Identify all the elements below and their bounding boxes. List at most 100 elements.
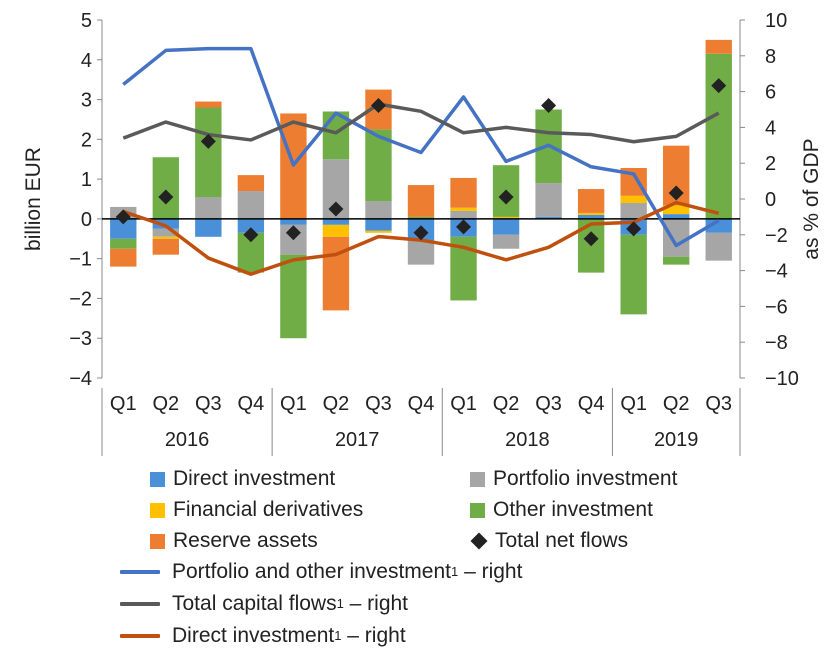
legend-label: Reserve assets <box>173 529 318 552</box>
quarter-label: Q4 <box>238 393 265 415</box>
legend-line-swatch <box>120 602 160 606</box>
legend-reserve-assets: Reserve assets <box>150 527 318 555</box>
right-tick-label: 6 <box>765 82 776 104</box>
line-portfolio-and-other-investment <box>122 46 720 248</box>
bar-reserve-assets <box>577 189 605 213</box>
bar-other-investment <box>407 216 435 219</box>
left-tick-label: −4 <box>69 368 92 390</box>
total-net-flow-marker <box>328 201 344 217</box>
chart: 543210−1−2−3−41086420−2−4−6−8−10billion … <box>22 10 823 456</box>
quarter-label: Q2 <box>493 393 520 415</box>
legend-direct-investment-line: Direct investment 1 – right <box>120 622 406 650</box>
bar-financial-derivatives <box>492 216 520 219</box>
legend-label: Total net flows <box>495 529 629 552</box>
right-tick-label: 0 <box>765 189 776 211</box>
bar-portfolio-investment <box>663 218 690 257</box>
total-net-flow-marker <box>668 185 684 201</box>
bar-direct-investment <box>577 214 605 219</box>
bar-financial-derivatives <box>365 230 392 233</box>
quarter-label: Q2 <box>152 393 179 415</box>
bar-other-investment <box>620 234 647 315</box>
legend-swatch-other-investment <box>470 502 485 518</box>
legend-swatch-portfolio-investment <box>470 471 485 487</box>
legend-suffix: – right <box>341 624 406 647</box>
legend-label: Financial derivatives <box>173 498 364 521</box>
legend-label: Direct investment <box>173 467 336 490</box>
diamond-marker-icon <box>470 532 488 550</box>
bar-direct-investment <box>663 214 690 219</box>
legend-direct-investment: Direct investment <box>150 465 335 493</box>
bar-other-investment <box>110 238 137 249</box>
total-net-flow-marker <box>158 189 174 205</box>
bar-portfolio-investment <box>620 202 647 219</box>
total-net-flow-marker <box>541 98 557 114</box>
bar-financial-derivatives <box>620 195 647 203</box>
bar-direct-investment <box>322 218 350 225</box>
legend-suffix: – right <box>458 560 523 583</box>
quarter-label: Q1 <box>620 393 647 415</box>
line-total-capital-flows <box>122 102 720 144</box>
left-tick-label: 2 <box>81 129 92 151</box>
quarter-label: Q1 <box>110 393 137 415</box>
right-tick-label: 2 <box>765 153 776 175</box>
bar-other-investment <box>152 157 179 219</box>
legend-swatch-direct-investment <box>150 471 165 487</box>
bar-direct-investment <box>195 218 222 237</box>
legend-portfolio-investment: Portfolio investment <box>470 465 677 493</box>
right-tick-label: −10 <box>765 368 799 390</box>
quarter-label: Q4 <box>408 393 435 415</box>
bar-portfolio-investment <box>365 200 392 219</box>
bar-portfolio-investment <box>407 240 435 265</box>
bar-reserve-assets <box>450 177 477 208</box>
bar-direct-investment <box>492 218 520 235</box>
total-net-flow-marker <box>243 227 259 243</box>
bar-reserve-assets <box>407 185 435 217</box>
bar-portfolio-investment <box>535 183 562 217</box>
bar-financial-derivatives <box>577 212 605 215</box>
left-axis-title: billion EUR <box>22 147 45 251</box>
bar-portfolio-investment <box>237 191 265 219</box>
quarter-label: Q4 <box>578 393 605 415</box>
total-net-flow-marker <box>285 225 301 241</box>
legend-other-investment: Other investment <box>470 496 653 524</box>
right-tick-label: −2 <box>765 225 788 247</box>
year-label: 2016 <box>165 429 210 451</box>
right-tick-label: 4 <box>765 117 776 139</box>
right-tick-label: 8 <box>765 46 776 68</box>
quarter-label: Q3 <box>365 393 392 415</box>
quarter-label: Q2 <box>663 393 690 415</box>
right-tick-label: −6 <box>765 296 788 318</box>
legend-total-capital-line: Total capital flows 1 – right <box>120 590 408 618</box>
legend-swatch-reserve-assets <box>150 533 165 549</box>
quarter-label: Q3 <box>705 393 732 415</box>
bar-reserve-assets <box>195 101 222 108</box>
left-tick-label: 0 <box>81 209 92 231</box>
quarter-label: Q3 <box>535 393 562 415</box>
left-tick-label: 3 <box>81 90 92 112</box>
right-tick-label: 10 <box>765 10 787 32</box>
total-net-flow-marker <box>711 78 727 94</box>
bar-reserve-assets <box>322 236 350 311</box>
bar-portfolio-investment <box>450 210 477 219</box>
legend-label: Direct investment <box>172 624 335 647</box>
bar-direct-investment <box>535 216 562 219</box>
total-net-flow-marker <box>583 231 599 247</box>
left-tick-label: 5 <box>81 10 92 32</box>
left-tick-label: −3 <box>69 328 92 350</box>
left-tick-label: 4 <box>81 50 92 72</box>
legend-suffix: – right <box>343 592 409 615</box>
left-tick-label: −2 <box>69 288 92 310</box>
bar-other-investment <box>195 107 222 198</box>
legend-label: Total capital flows <box>172 592 337 615</box>
bar-reserve-assets <box>110 248 137 267</box>
bar-portfolio-investment <box>195 197 222 219</box>
bar-reserve-assets <box>152 238 179 255</box>
legend-line-swatch <box>120 570 160 574</box>
quarter-label: Q1 <box>280 393 307 415</box>
total-net-flow-marker <box>626 221 642 237</box>
bar-portfolio-investment <box>152 228 179 237</box>
bar-financial-derivatives <box>322 224 350 237</box>
year-label: 2017 <box>335 429 380 451</box>
total-net-flow-marker <box>115 209 131 225</box>
quarter-label: Q2 <box>323 393 350 415</box>
